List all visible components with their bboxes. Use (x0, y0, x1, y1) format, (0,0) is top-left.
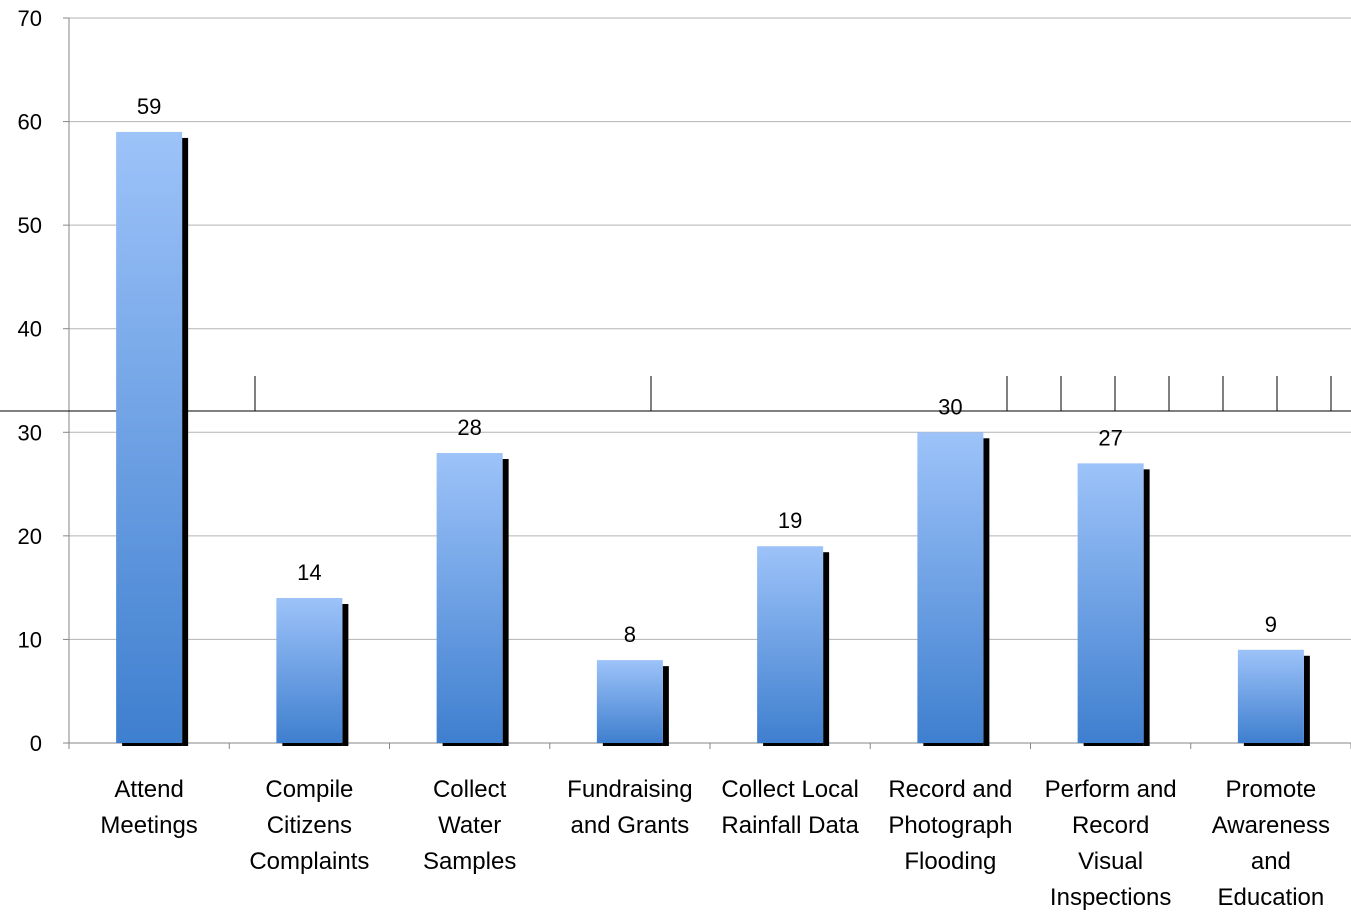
category-label-line: Record (1072, 812, 1149, 839)
bar (1237, 649, 1304, 743)
bar-shadow-right (182, 137, 189, 746)
data-label: 27 (1098, 425, 1122, 450)
labels: 0 10 20 30 40 50 60 70 59 Attend Meetings 14 Compile… (18, 6, 1331, 911)
category-label: Fundraising and Grants (567, 776, 692, 839)
y-tick-label: 60 (18, 110, 42, 135)
category-label: Compile Citizens Complaints (249, 776, 369, 875)
bar-shadow-right (1143, 469, 1150, 746)
bar-shadow-right (502, 459, 509, 746)
category-label-line: Rainfall Data (721, 812, 859, 839)
category-label-line: Flooding (904, 848, 996, 875)
category-label-line: Water (438, 812, 501, 839)
category-label-line: Education (1218, 884, 1325, 911)
data-label: 14 (297, 560, 321, 585)
bar-shadow-bottom (122, 742, 183, 746)
category-label: Record and Photograph Flooding (888, 776, 1012, 875)
category-label-line: Fundraising (567, 776, 692, 803)
category-label-line: Record and (888, 776, 1012, 803)
category-label-line: and Grants (571, 812, 690, 839)
y-tick-label: 10 (18, 627, 42, 652)
bar (276, 598, 343, 743)
category-label-line: Collect (433, 776, 507, 803)
category-label: Collect Water Samples (423, 776, 516, 875)
category-label-line: Samples (423, 848, 516, 875)
category-label-line: Attend (114, 776, 183, 803)
category-label-line: Photograph (888, 812, 1012, 839)
data-label: 9 (1265, 612, 1277, 637)
category-label-line: Perform and (1045, 776, 1177, 803)
bar (917, 432, 984, 743)
data-label: 19 (778, 508, 802, 533)
y-tick-label: 20 (18, 524, 42, 549)
category-label-line: Complaints (249, 848, 369, 875)
bar (436, 453, 503, 743)
category-label-line: Compile (265, 776, 353, 803)
category-label: Promote Awareness and Education (1212, 776, 1330, 911)
data-label: 8 (624, 622, 636, 647)
category-label: Perform and Record Visual Inspections (1045, 776, 1177, 911)
data-label: 30 (938, 394, 962, 419)
bar-shadow-right (1303, 655, 1310, 746)
category-label-line: Collect Local (721, 776, 858, 803)
category-label-line: and (1251, 848, 1291, 875)
bar-shadow-right (983, 438, 990, 746)
category-label-line: Visual (1078, 848, 1143, 875)
bar (116, 131, 183, 743)
bar-shadow-bottom (442, 742, 503, 746)
category-label-line: Promote (1226, 776, 1317, 803)
category-label-line: Meetings (100, 812, 197, 839)
bar-shadow-bottom (923, 742, 984, 746)
y-tick-label: 30 (18, 420, 42, 445)
bar (757, 546, 824, 743)
category-label: Attend Meetings (100, 776, 197, 839)
bar-shadow-right (662, 666, 669, 746)
data-label: 28 (457, 415, 481, 440)
bar-shadow-bottom (1083, 742, 1144, 746)
category-label-line: Inspections (1050, 884, 1171, 911)
gridlines (69, 17, 1351, 640)
category-label: Collect Local Rainfall Data (721, 776, 859, 839)
y-tick-label: 50 (18, 213, 42, 238)
bar-shadow-bottom (602, 742, 663, 746)
bar-shadow-right (823, 552, 830, 746)
data-label: 59 (137, 94, 161, 119)
category-label-line: Citizens (267, 812, 352, 839)
y-tick-label: 0 (30, 731, 42, 756)
bar-shadow-bottom (1243, 742, 1304, 746)
bar (1077, 463, 1144, 743)
bar (596, 660, 663, 743)
bar-shadow-right (342, 604, 349, 746)
y-tick-label: 70 (18, 6, 42, 31)
bar-shadow-bottom (282, 742, 343, 746)
category-label-line: Awareness (1212, 812, 1330, 839)
overlay-line (0, 376, 1351, 412)
bars (116, 131, 1310, 746)
y-tick-label: 40 (18, 317, 42, 342)
bar-shadow-bottom (763, 742, 824, 746)
